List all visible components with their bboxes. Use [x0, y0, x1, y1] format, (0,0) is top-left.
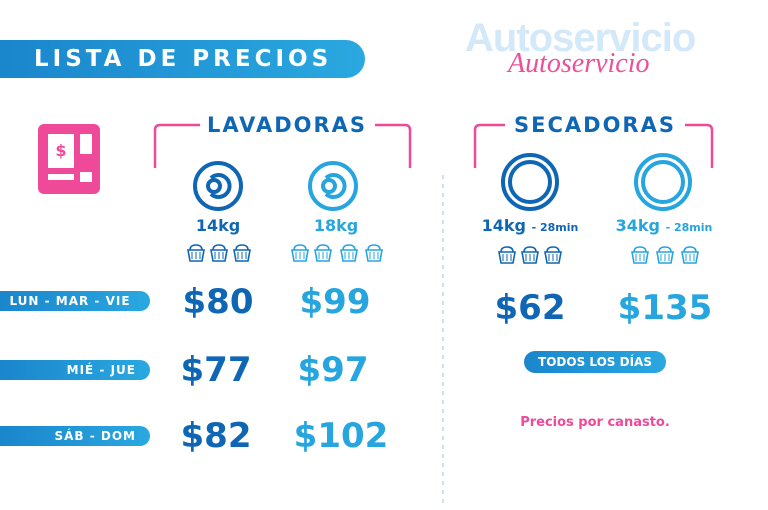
vending-icon: $	[38, 124, 100, 194]
day-pill: SÁB - DOM	[0, 426, 150, 446]
baskets	[187, 244, 699, 264]
header-title: LISTA DE PRECIOS	[34, 46, 333, 72]
logo-script: Autoservicio	[508, 48, 650, 79]
section-title: SECADORAS	[514, 113, 676, 137]
machine-size: 14kg	[481, 216, 526, 235]
price: $97	[297, 350, 369, 390]
day-label: LUN - MAR - VIE	[9, 294, 131, 308]
price: $102	[293, 416, 389, 456]
day-pill: MIÉ - JUE	[0, 360, 150, 380]
day-pill: LUN - MAR - VIE	[0, 291, 150, 311]
price: $80	[182, 282, 254, 322]
header-bar	[0, 40, 365, 78]
note: Precios por canasto.	[520, 415, 670, 430]
day-label: SÁB - DOM	[54, 429, 136, 443]
price: $135	[617, 288, 713, 328]
price: $99	[299, 282, 371, 322]
section-title: LAVADORAS	[206, 113, 368, 137]
machine-time: - 28min	[531, 221, 579, 234]
machine-label: 18kg	[313, 216, 359, 235]
price: $77	[180, 350, 252, 390]
machine-time: - 28min	[665, 221, 713, 234]
badge: TODOS LOS DÍAS	[524, 351, 666, 373]
machine-size: 34kg	[615, 216, 660, 235]
day-label: MIÉ - JUE	[66, 363, 136, 377]
machine-label: 14kg	[195, 216, 241, 235]
svg-text:$: $	[55, 141, 66, 160]
logo-block: Autoservicio	[465, 16, 696, 60]
price: $62	[494, 288, 566, 328]
price: $82	[180, 416, 252, 456]
machine-label: 14kg - 28min	[482, 216, 579, 235]
machine-label: 34kg - 28min	[616, 216, 713, 235]
